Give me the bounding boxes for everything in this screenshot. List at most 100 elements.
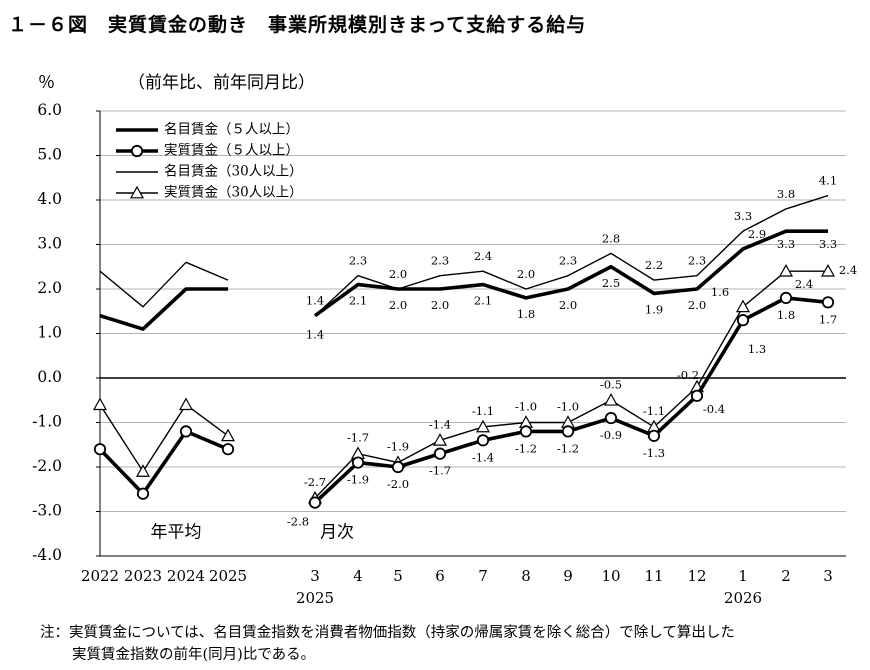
- y-tick-label: -1.0: [32, 413, 62, 431]
- data-label-nominal-5: 2.0: [688, 298, 706, 312]
- data-label-nominal-30: 3.3: [734, 209, 752, 223]
- x-tick-label-month: 3: [310, 567, 320, 585]
- data-label-nominal-30: 2.4: [474, 249, 492, 263]
- data-point-triangle: [735, 299, 751, 313]
- data-label-nominal-30: 2.0: [517, 267, 535, 281]
- monthly-section-label: 月次: [320, 523, 354, 543]
- legend-entry-label: 名目賃金（30人以上）: [164, 164, 303, 180]
- data-label-nominal-30: 2.2: [645, 258, 663, 272]
- data-label-real-5: -1.4: [472, 450, 494, 464]
- data-label-nominal-5: 3.3: [777, 237, 795, 251]
- x-tick-label-month: 2: [781, 567, 791, 585]
- data-label-nominal-5: 1.4: [306, 328, 324, 342]
- data-label-real-30: 1.6: [711, 285, 729, 299]
- data-label-real-30: -1.1: [643, 404, 665, 418]
- data-label-nominal-5-jan: 2.9: [748, 227, 766, 241]
- data-point-circle: [519, 425, 533, 438]
- data-label-real-30: -1.0: [515, 400, 537, 414]
- data-label-real-30: -1.4: [429, 417, 451, 431]
- x-tick-label-annual: 2024: [167, 567, 205, 585]
- data-point-circle: [351, 456, 365, 469]
- data-label-nominal-5: 2.0: [431, 298, 449, 312]
- data-label-nominal-5: 2.5: [602, 276, 620, 290]
- x-tick-label-month: 1: [738, 567, 748, 585]
- data-label-real-30: -2.7: [304, 475, 326, 489]
- y-tick-label: -2.0: [32, 457, 62, 475]
- data-label-real-30: -1.9: [387, 440, 409, 454]
- data-label-nominal-5: 2.0: [389, 298, 407, 312]
- series-line-annual: [99, 404, 229, 473]
- data-point-circle: [221, 443, 235, 456]
- x-tick-label-annual: 2022: [81, 567, 119, 585]
- x-tick-label-annual: 2025: [209, 567, 247, 585]
- data-label-real-5: -1.7: [429, 464, 451, 478]
- data-label-real-30: 2.4: [795, 277, 813, 291]
- data-point-circle: [561, 425, 575, 438]
- data-label-real-30: -1.0: [557, 400, 579, 414]
- series-line-annual: [99, 261, 229, 308]
- data-label-nominal-5: 3.3: [819, 237, 837, 251]
- data-label-real-5: -2.8: [287, 515, 309, 529]
- x-tick-label-month: 6: [435, 567, 445, 585]
- data-point-circle: [821, 296, 835, 309]
- data-label-real-30: -0.5: [600, 377, 622, 391]
- data-label-nominal-30: 2.3: [431, 254, 449, 268]
- data-label-real-30: -1.7: [347, 431, 369, 445]
- data-label-real-30: -0.2: [677, 368, 699, 382]
- data-point-circle: [136, 487, 150, 500]
- data-label-nominal-5: 1.9: [645, 302, 663, 316]
- year-label-2025: 2025: [296, 589, 334, 607]
- year-label-2026: 2026: [724, 589, 762, 607]
- footnote: 注：実質賃金については、名目賃金指数を消費者物価指数（持家の帰属家賃を除く総合）…: [40, 622, 735, 666]
- data-label-real-5: -1.3: [643, 446, 665, 460]
- y-tick-label: 0.0: [37, 368, 62, 386]
- data-label-real-30: 2.4: [839, 263, 857, 277]
- annual-section-label: 年平均: [151, 523, 202, 543]
- data-point-triangle: [432, 433, 448, 446]
- data-point-triangle: [135, 464, 151, 477]
- data-point-triangle: [778, 263, 794, 277]
- x-tick-label-month: 4: [353, 567, 363, 585]
- y-axis-unit-description: （前年比、前年同月比）: [128, 73, 315, 93]
- data-point-circle: [690, 389, 704, 402]
- y-tick-label: 2.0: [37, 279, 62, 297]
- data-point-circle: [647, 429, 661, 442]
- y-tick-label: -4.0: [32, 546, 62, 564]
- data-label-nominal-30: 1.4: [306, 294, 324, 308]
- data-point-triangle: [820, 263, 836, 277]
- data-point-circle: [130, 144, 144, 158]
- data-point-circle: [433, 447, 447, 460]
- data-point-circle: [391, 460, 405, 474]
- data-point-circle: [93, 443, 107, 456]
- data-label-nominal-5: 2.1: [474, 294, 492, 308]
- data-point-triangle: [475, 419, 491, 433]
- series-line-annual: [98, 429, 229, 496]
- data-label-real-30: -1.1: [472, 404, 494, 418]
- data-point-triangle: [603, 393, 619, 406]
- data-label-real-5: -2.0: [387, 477, 409, 491]
- data-label-real-5: 1.7: [819, 312, 837, 326]
- figure-title: １－６図 実質賃金の動き 事業所規模別きまって支給する給与: [8, 14, 587, 36]
- data-label-nominal-5: 1.8: [517, 307, 535, 321]
- data-label-nominal-30: 2.8: [602, 231, 620, 245]
- data-point-triangle: [220, 428, 236, 442]
- y-tick-label: 6.0: [37, 101, 62, 119]
- data-label-nominal-30: 2.0: [389, 267, 407, 281]
- x-tick-label-month: 10: [601, 567, 620, 585]
- data-label-real-5: -0.4: [703, 402, 725, 416]
- data-label-real-5: -1.2: [557, 441, 579, 455]
- data-point-circle: [476, 434, 490, 447]
- footnote-line-1: 注：実質賃金については、名目賃金指数を消費者物価指数（持家の帰属家賃を除く総合）…: [40, 625, 735, 641]
- data-label-real-5: -0.9: [600, 428, 622, 442]
- series-line-annual: [99, 287, 228, 331]
- data-point-triangle: [178, 397, 194, 411]
- data-label-nominal-30: 2.3: [559, 254, 577, 268]
- y-tick-label: -3.0: [32, 502, 62, 520]
- x-tick-label-month: 3: [823, 567, 833, 585]
- data-point-circle: [736, 314, 750, 327]
- y-tick-label: 3.0: [37, 235, 62, 253]
- series-line-monthly: [313, 229, 828, 318]
- data-label-real-5: 1.8: [777, 308, 795, 322]
- y-axis-unit: ％: [38, 73, 55, 93]
